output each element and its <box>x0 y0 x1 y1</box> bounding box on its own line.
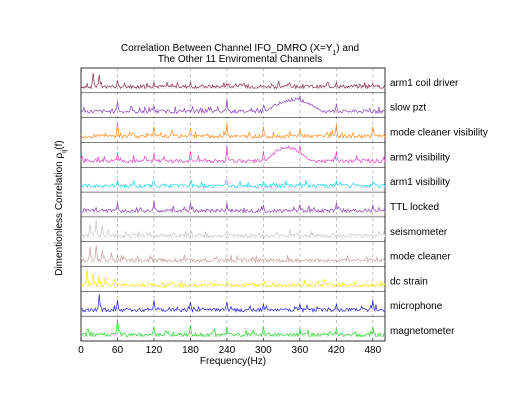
x-tick-label: 360 <box>292 345 309 356</box>
series-line-10 <box>80 319 386 338</box>
x-tick-label: 480 <box>364 345 381 356</box>
series-line-7 <box>80 244 386 264</box>
series-line-1 <box>80 95 386 115</box>
x-tick-label: 60 <box>112 345 124 356</box>
chart-title-line-2: The Other 11 Enviromental Channels <box>158 54 322 65</box>
x-tick-label: 300 <box>255 345 272 356</box>
series-line-8 <box>80 269 386 289</box>
series-label-4: arm1 visibility <box>390 177 450 188</box>
x-tick-label: 0 <box>78 345 84 356</box>
series-line-4 <box>80 179 386 189</box>
plot-area <box>80 67 386 342</box>
series-label-7: mode cleaner <box>390 252 451 263</box>
series-line-3 <box>80 145 386 164</box>
x-tick-label: 120 <box>146 345 163 356</box>
x-tick-label: 420 <box>328 345 345 356</box>
plot-frame <box>80 67 386 342</box>
series-labels: arm1 coil driver slow pzt mode cleaner vis… <box>390 78 488 337</box>
series-label-6: seismometer <box>390 227 448 238</box>
series-line-6 <box>80 219 386 239</box>
series-label-3: arm2 visibility <box>390 152 450 163</box>
x-tick-label: 240 <box>219 345 236 356</box>
y-axis-label: Dimentionless Correlation ρij(f) <box>54 140 68 276</box>
series-line-9 <box>80 294 386 313</box>
series-label-9: microphone <box>390 301 443 312</box>
series-label-10: magnetometer <box>390 326 455 337</box>
series-line-0 <box>80 72 386 90</box>
series-label-2: mode cleaner visibility <box>390 128 488 139</box>
series-label-8: dc strain <box>390 276 428 287</box>
x-axis-label: Frequency(Hz) <box>200 356 266 367</box>
series-line-2 <box>80 122 386 140</box>
x-axis-ticks: 0 60 120 180 240 300 360 420 480 <box>78 338 382 356</box>
series-line-5 <box>80 200 386 214</box>
series-label-5: TTL locked <box>390 202 439 213</box>
chart-title: Correlation Between Channel IFO_DMRO (X=… <box>121 43 359 65</box>
x-tick-label: 180 <box>182 345 199 356</box>
series-label-0: arm1 coil driver <box>390 78 459 89</box>
chart-title-line-1: Correlation Between Channel IFO_DMRO (X=… <box>121 43 359 57</box>
series-label-1: slow pzt <box>390 103 426 114</box>
